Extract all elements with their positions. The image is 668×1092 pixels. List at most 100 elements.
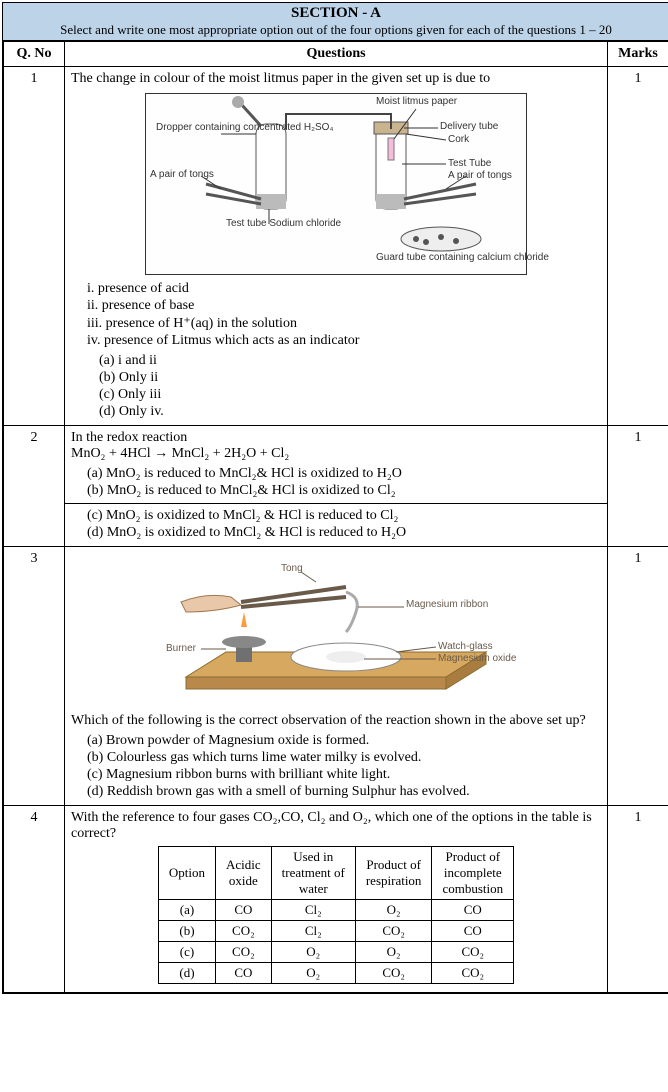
option: (b) Only ii	[99, 370, 601, 386]
label-mg-oxide: Magnesium oxide	[438, 653, 516, 664]
h-c4-3: combustion	[442, 881, 503, 896]
option: (c) Magnesium ribbon burns with brillian…	[87, 767, 601, 783]
inner-h-col4: Product of incomplete combustion	[432, 847, 514, 900]
inner-row: (a) CO Cl₂ O₂ CO	[158, 900, 513, 921]
roman-item: iii. presence of H⁺(aq) in the solution	[87, 315, 601, 332]
q2-options-bottom: (c) MnO₂ is oxidized to MnCl₂ & HCl is r…	[87, 508, 601, 541]
cell: CO	[432, 921, 514, 942]
option: (d) MnO₂ is oxidized to MnCl₂ & HCl is r…	[87, 525, 601, 541]
q3-diagram: Tong Magnesium ribbon Burner Watch-glass…	[146, 557, 526, 707]
section-header: SECTION - A Select and write one most ap…	[3, 3, 668, 41]
roman-item: i. presence of acid	[87, 281, 601, 297]
q3-options: (a) Brown powder of Magnesium oxide is f…	[87, 733, 601, 800]
h-c3-2: respiration	[366, 873, 422, 888]
page-container: SECTION - A Select and write one most ap…	[2, 2, 668, 994]
inner-row: (c) CO₂ O₂ O₂ CO₂	[158, 942, 513, 963]
label-cork: Cork	[448, 134, 469, 145]
q2-stem: In the redox reaction	[71, 430, 601, 446]
cell: CO	[216, 900, 272, 921]
section-instruction: Select and write one most appropriate op…	[7, 22, 665, 38]
col-marks-header: Marks	[608, 42, 668, 67]
option: (c) MnO₂ is oxidized to MnCl₂ & HCl is r…	[87, 508, 601, 524]
cell: CO₂	[216, 942, 272, 963]
h-c4-2: incomplete	[444, 865, 502, 880]
q3-number: 3	[4, 547, 65, 806]
cell: CO₂	[432, 942, 514, 963]
label-tong: Tong	[281, 563, 303, 574]
q4-inner-table: Option Acidic oxide Used in treatment of…	[158, 846, 514, 984]
label-sodium: Test tube Sodium chloride	[226, 218, 341, 229]
question-row: 3	[4, 547, 668, 806]
option: (b) MnO₂ is reduced to MnCl₂& HCl is oxi…	[87, 483, 601, 499]
label-guard: Guard tube containing calcium chloride	[376, 252, 549, 263]
inner-row: (d) CO O₂ CO₂ CO₂	[158, 963, 513, 984]
q1-body: The change in colour of the moist litmus…	[65, 67, 608, 426]
roman-item: ii. presence of base	[87, 298, 601, 314]
split-divider	[65, 503, 607, 504]
questions-table: Q. No Questions Marks 1 The change in co…	[3, 41, 668, 993]
question-row: 1 The change in colour of the moist litm…	[4, 67, 668, 426]
cell: (c)	[158, 942, 215, 963]
label-test-tube: Test Tube	[448, 158, 491, 169]
cell: O₂	[271, 963, 355, 984]
label-tongs-right: A pair of tongs	[448, 170, 512, 181]
col-qno-header: Q. No	[4, 42, 65, 67]
cell: (d)	[158, 963, 215, 984]
h-c3-1: Product of	[366, 857, 421, 872]
q2-body: In the redox reaction MnO₂ + 4HCl → MnCl…	[65, 426, 608, 547]
q1-options: (a) i and ii (b) Only ii (c) Only iii (d…	[99, 353, 601, 420]
cell: (a)	[158, 900, 215, 921]
cell: CO₂	[355, 963, 432, 984]
col-questions-header: Questions	[65, 42, 608, 67]
cell: CO₂	[355, 921, 432, 942]
h-c2-3: water	[299, 881, 328, 896]
inner-h-opt: Option	[158, 847, 215, 900]
h-c1-2: oxide	[229, 873, 258, 888]
cell: CO₂	[216, 921, 272, 942]
q3-stem: Which of the following is the correct ob…	[71, 713, 601, 729]
label-watch-glass: Watch-glass	[438, 641, 493, 652]
q2-options-top: (a) MnO₂ is reduced to MnCl₂& HCl is oxi…	[87, 466, 601, 499]
inner-h-col3: Product of respiration	[355, 847, 432, 900]
question-row: 2 In the redox reaction MnO₂ + 4HCl → Mn…	[4, 426, 668, 547]
option: (c) Only iii	[99, 387, 601, 403]
option: (a) i and ii	[99, 353, 601, 369]
q2-marks: 1	[608, 426, 668, 547]
q4-stem: With the reference to four gases CO₂,CO,…	[71, 810, 601, 842]
cell: CO₂	[432, 963, 514, 984]
label-mg-ribbon: Magnesium ribbon	[406, 599, 488, 610]
label-moist-litmus: Moist litmus paper	[376, 96, 457, 107]
roman-item: iv. presence of Litmus which acts as an …	[87, 333, 601, 349]
option: (d) Only iv.	[99, 404, 601, 420]
option: (b) Colourless gas which turns lime wate…	[87, 750, 601, 766]
section-title: SECTION - A	[7, 5, 665, 22]
q3-body: Tong Magnesium ribbon Burner Watch-glass…	[65, 547, 608, 806]
q1-number: 1	[4, 67, 65, 426]
inner-h-col1: Acidic oxide	[216, 847, 272, 900]
q4-body: With the reference to four gases CO₂,CO,…	[65, 806, 608, 993]
q1-stem: The change in colour of the moist litmus…	[71, 71, 601, 87]
cell: Cl₂	[271, 900, 355, 921]
q2-number: 2	[4, 426, 65, 547]
q4-number: 4	[4, 806, 65, 993]
q2-equation: MnO₂ + 4HCl → MnCl₂ + 2H₂O + Cl₂	[71, 446, 601, 462]
cell: O₂	[355, 942, 432, 963]
cell: O₂	[271, 942, 355, 963]
cell: O₂	[355, 900, 432, 921]
h-c1-1: Acidic	[226, 857, 261, 872]
inner-h-col2: Used in treatment of water	[271, 847, 355, 900]
inner-row: (b) CO₂ Cl₂ CO₂ CO	[158, 921, 513, 942]
label-burner: Burner	[166, 643, 196, 654]
option: (a) Brown powder of Magnesium oxide is f…	[87, 733, 601, 749]
h-c2-2: treatment of	[282, 865, 345, 880]
h-c4-1: Product of	[446, 849, 501, 864]
label-dropper: Dropper containing concentrated H₂SO₄	[156, 122, 334, 133]
q1-diagram: Moist litmus paper Delivery tube Cork Dr…	[145, 93, 527, 275]
q1-roman-list: i. presence of acid ii. presence of base…	[87, 281, 601, 349]
h-opt: Option	[169, 865, 205, 880]
cell: (b)	[158, 921, 215, 942]
cell: CO	[432, 900, 514, 921]
label-delivery: Delivery tube	[440, 121, 498, 132]
option: (a) MnO₂ is reduced to MnCl₂& HCl is oxi…	[87, 466, 601, 482]
table-header-row: Q. No Questions Marks	[4, 42, 668, 67]
